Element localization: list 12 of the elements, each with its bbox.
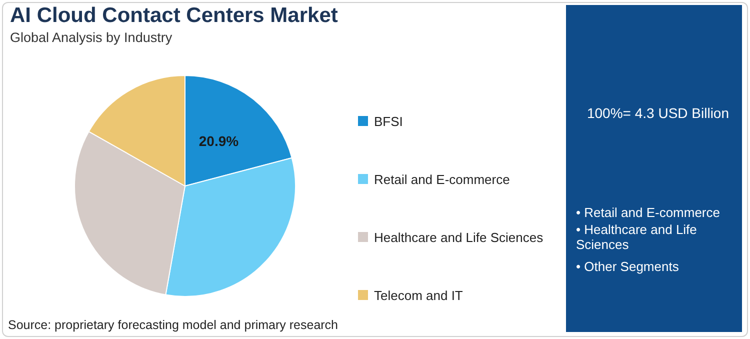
chart-title: AI Cloud Contact Centers Market <box>10 4 338 28</box>
legend-label: Healthcare and Life Sciences <box>374 230 544 244</box>
source-note: Source: proprietary forecasting model and primary research <box>8 318 338 332</box>
text: • Retail and E-commerce <box>576 205 721 220</box>
legend-label: Telecom and IT <box>374 288 463 302</box>
legend-label: Retail and E-commerce <box>374 172 510 186</box>
text: • Other Segments <box>576 259 680 274</box>
legend-label: BFSI <box>374 114 403 128</box>
text: • Healthcare and Life Sciences <box>576 222 698 252</box>
text: 100%= 4.3 USD Billion <box>586 105 730 121</box>
data-label: 20.9% <box>198 133 240 150</box>
chart-subtitle: Global Analysis by Industry <box>10 30 172 45</box>
